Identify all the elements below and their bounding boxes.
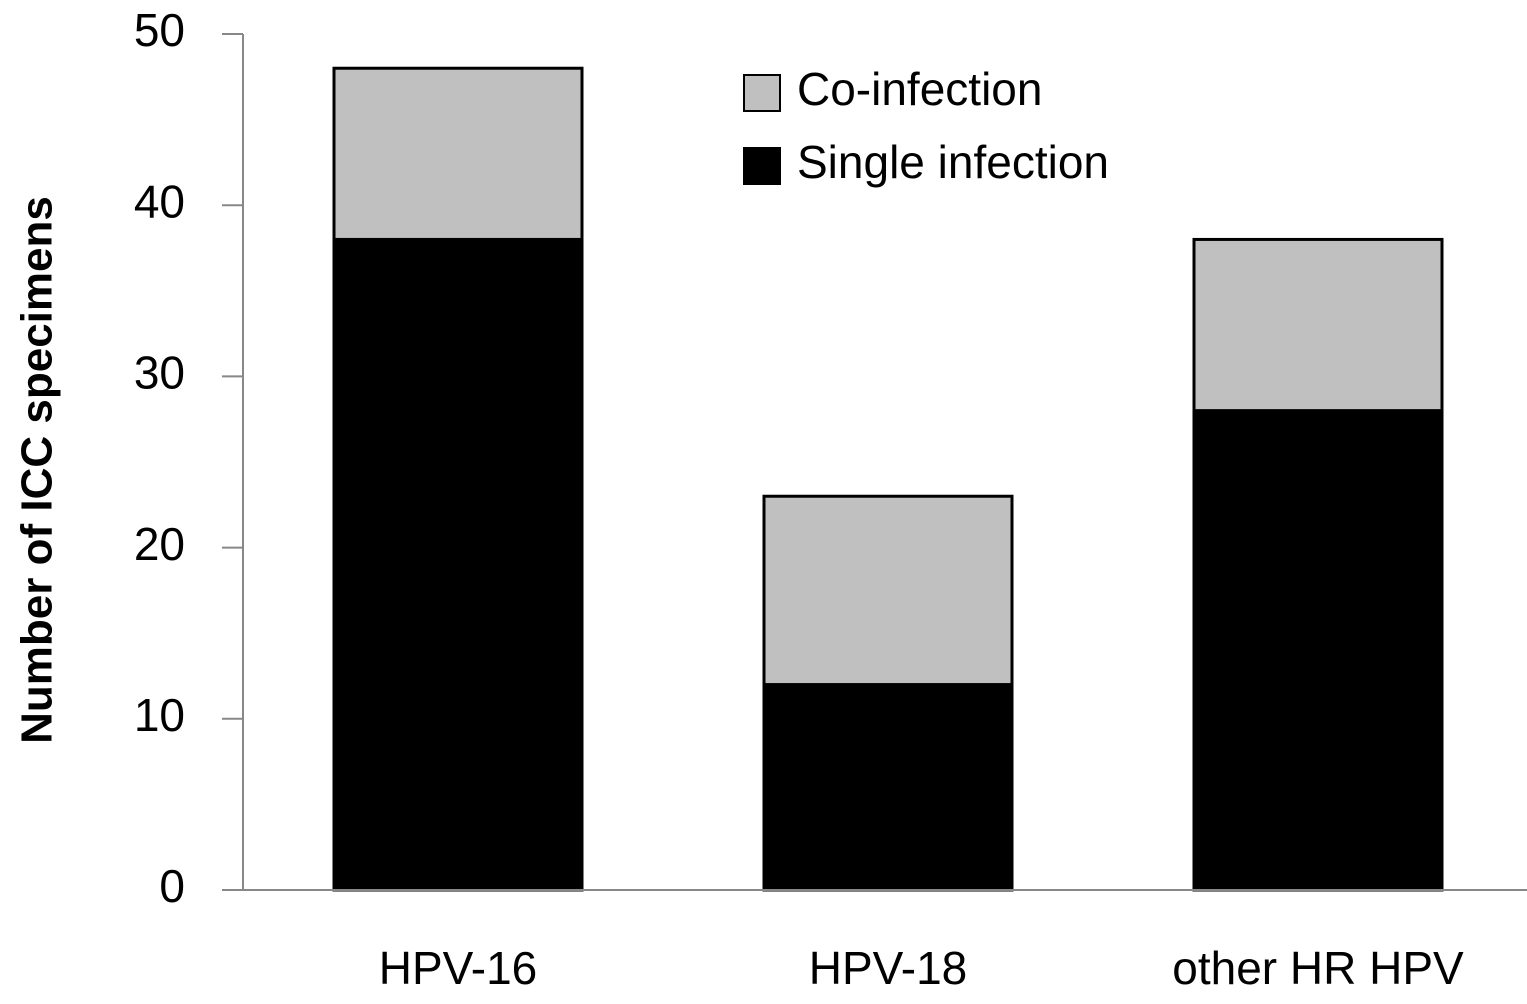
y-tick-label: 40: [134, 175, 185, 227]
bar-segment: [1192, 409, 1444, 892]
bar-segment: [762, 683, 1014, 892]
x-tick-label: HPV-18: [809, 942, 968, 994]
legend-label: Single infection: [797, 136, 1109, 188]
y-tick-label: 10: [134, 689, 185, 741]
bar-segment: [332, 66, 584, 241]
bar-segment: [332, 237, 584, 892]
bar-segment: [1192, 237, 1444, 413]
y-tick-label: 20: [134, 518, 185, 570]
x-tick-label: other HR HPV: [1172, 942, 1464, 994]
legend-swatch: [743, 147, 781, 185]
y-axis-label: Number of ICC specimens: [13, 196, 62, 744]
y-tick-label: 30: [134, 347, 185, 399]
x-tick-label: HPV-16: [379, 942, 538, 994]
legend-swatch: [743, 74, 781, 112]
bar-segment: [762, 494, 1014, 687]
y-tick-label: 50: [134, 4, 185, 56]
y-tick-label: 0: [159, 860, 185, 912]
legend-label: Co-infection: [797, 63, 1042, 115]
